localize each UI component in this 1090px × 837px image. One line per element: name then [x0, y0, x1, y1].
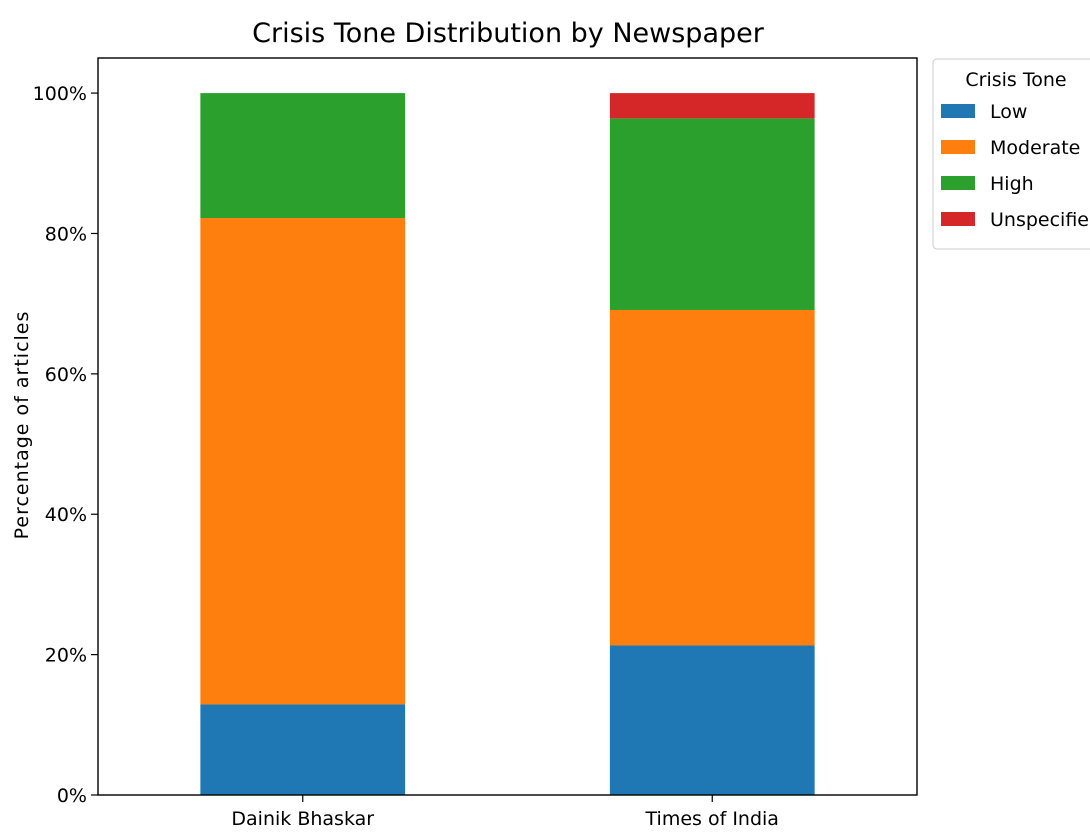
x-tick-label: Times of India	[645, 808, 779, 830]
legend-label-unspecified: Unspecified	[990, 209, 1090, 231]
bar-segment-high-0	[200, 93, 406, 219]
y-axis: 0% 20% 40% 60% 80% 100%	[33, 83, 98, 807]
y-tick-label: 60%	[45, 364, 87, 386]
y-tick-label: 100%	[33, 83, 87, 105]
y-axis-label: Percentage of articles	[11, 311, 33, 540]
legend: Crisis Tone Low Moderate High Unspecified	[932, 58, 1090, 250]
y-tick-label: 80%	[45, 223, 87, 245]
x-axis: Dainik Bhaskar Times of India	[231, 795, 779, 830]
legend-label-low: Low	[990, 101, 1027, 123]
legend-title: Crisis Tone	[965, 69, 1066, 91]
legend-swatch-low	[941, 104, 975, 118]
bar-segment-moderate-1	[609, 309, 815, 646]
y-tick-label: 20%	[45, 645, 87, 667]
legend-label-moderate: Moderate	[990, 137, 1080, 159]
bar-segment-high-1	[609, 118, 815, 310]
legend-label-high: High	[990, 173, 1034, 195]
bar-segment-unspecified-1	[609, 93, 815, 119]
x-tick-label: Dainik Bhaskar	[231, 808, 374, 830]
legend-swatch-moderate	[941, 140, 975, 154]
legend-swatch-high	[941, 176, 975, 190]
bar-segment-moderate-0	[200, 218, 406, 705]
bar-segment-low-0	[200, 704, 406, 795]
legend-swatch-unspecified	[941, 212, 975, 226]
chart-title: Crisis Tone Distribution by Newspaper	[252, 18, 765, 49]
y-tick-label: 40%	[45, 504, 87, 526]
y-tick-label: 0%	[57, 785, 87, 807]
plot-area-frame	[97, 57, 918, 796]
bars-layer	[200, 93, 815, 795]
bar-segment-low-1	[609, 645, 815, 795]
